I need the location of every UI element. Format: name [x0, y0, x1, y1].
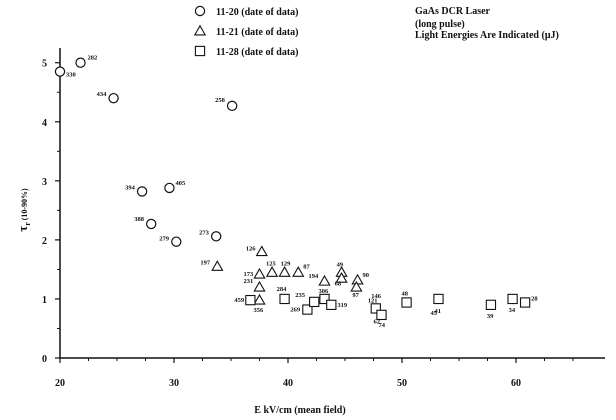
- point-label: 68: [335, 280, 342, 287]
- y-tick-label: 3: [42, 177, 47, 188]
- y-tick-label: 0: [42, 354, 47, 365]
- square-marker: [434, 294, 443, 303]
- square-marker: [246, 296, 255, 305]
- legend-triangle-marker: [195, 26, 205, 35]
- y-tick-label: 1: [42, 295, 47, 306]
- y-tick-label: 4: [42, 118, 47, 129]
- point-label: 388: [134, 216, 145, 223]
- point-label: 235: [295, 292, 306, 299]
- point-label: 125: [266, 260, 277, 267]
- point-label: 90: [363, 272, 370, 279]
- point-label: 319: [337, 302, 348, 309]
- point-label: 34: [509, 307, 516, 314]
- circle-marker: [165, 183, 174, 192]
- point-label: 129: [281, 260, 292, 267]
- circle-marker: [137, 187, 146, 196]
- triangle-marker: [257, 246, 267, 255]
- point-label: 39: [487, 313, 494, 320]
- point-label: 330: [66, 72, 76, 79]
- y-axis-label: τr (10-90%): [15, 188, 32, 232]
- point-label: 146: [371, 293, 382, 300]
- triangle-marker: [254, 269, 264, 278]
- square-marker: [402, 298, 411, 307]
- point-label: 258: [215, 97, 226, 104]
- chart-note: (long pulse): [415, 19, 465, 30]
- square-marker: [486, 300, 495, 309]
- legend-entry: 11-28 (date of data): [216, 47, 299, 58]
- legend-entry: 11-21 (date of data): [216, 27, 299, 38]
- x-tick-label: 60: [511, 378, 521, 389]
- chart-note: GaAs DCR Laser: [415, 6, 491, 17]
- circle-marker: [55, 67, 64, 76]
- point-label: 284: [277, 286, 288, 293]
- triangle-marker: [319, 276, 329, 285]
- square-marker: [280, 294, 289, 303]
- circle-marker: [228, 101, 237, 110]
- triangle-marker: [267, 267, 277, 276]
- point-label: 405: [175, 180, 186, 187]
- legend-square-marker: [195, 46, 204, 55]
- point-label: 356: [254, 307, 265, 314]
- triangle-marker: [352, 275, 362, 284]
- point-label: 45: [430, 310, 437, 317]
- legend: 11-20 (date of data) 11-21 (date of data)…: [195, 6, 299, 58]
- triangle-marker: [254, 295, 264, 304]
- square-marker: [310, 297, 319, 306]
- y-tick-label: 2: [42, 236, 47, 247]
- point-label: 394: [125, 184, 136, 191]
- x-axis-label: E kV/cm (mean field): [254, 405, 345, 416]
- circle-marker: [172, 237, 181, 246]
- point-label: 434: [97, 91, 108, 98]
- point-label: 49: [337, 261, 344, 268]
- point-label: 197: [200, 259, 211, 266]
- point-label: 126: [246, 246, 257, 253]
- circle-marker: [76, 58, 85, 67]
- triangle-marker: [254, 282, 264, 291]
- legend-circle-marker: [195, 6, 204, 15]
- axes: [60, 48, 605, 358]
- notes: GaAs DCR Laser (long pulse)Light Energies…: [415, 6, 559, 41]
- triangle-marker: [212, 261, 222, 270]
- x-tick-label: 40: [283, 378, 293, 389]
- x-tick-label: 20: [55, 378, 65, 389]
- y-tick-label: 5: [42, 59, 47, 70]
- x-tick-label: 30: [169, 378, 179, 389]
- point-label: 282: [88, 55, 98, 62]
- y-axis-suffix: (10-90%): [20, 188, 29, 222]
- circle-marker: [212, 232, 221, 241]
- chart-note: Light Energies Are Indicated (μJ): [415, 30, 559, 41]
- point-labels: 330 282 434 258 394 405 388 279 273 197 126 173 125 1…: [66, 55, 538, 329]
- point-label: 62: [373, 319, 380, 326]
- point-label: 173: [244, 271, 255, 278]
- circle-marker: [147, 219, 156, 228]
- square-marker: [327, 300, 336, 309]
- point-label: 231: [244, 278, 254, 285]
- triangle-marker: [279, 267, 289, 276]
- point-label: 194: [308, 273, 319, 280]
- triangle-marker: [293, 267, 303, 276]
- circle-marker: [109, 94, 118, 103]
- x-tick-label: 50: [397, 378, 407, 389]
- square-marker: [508, 294, 517, 303]
- square-marker: [521, 298, 530, 307]
- point-label: 273: [199, 229, 210, 236]
- point-label: 459: [234, 297, 245, 304]
- point-label: 279: [159, 236, 170, 243]
- point-label: 87: [303, 263, 310, 270]
- point-label: 28: [531, 295, 538, 302]
- point-label: 97: [352, 292, 359, 299]
- legend-entry: 11-20 (date of data): [216, 7, 299, 18]
- point-label: 306: [318, 288, 329, 295]
- point-label: 269: [290, 307, 301, 314]
- point-label: 48: [402, 290, 409, 297]
